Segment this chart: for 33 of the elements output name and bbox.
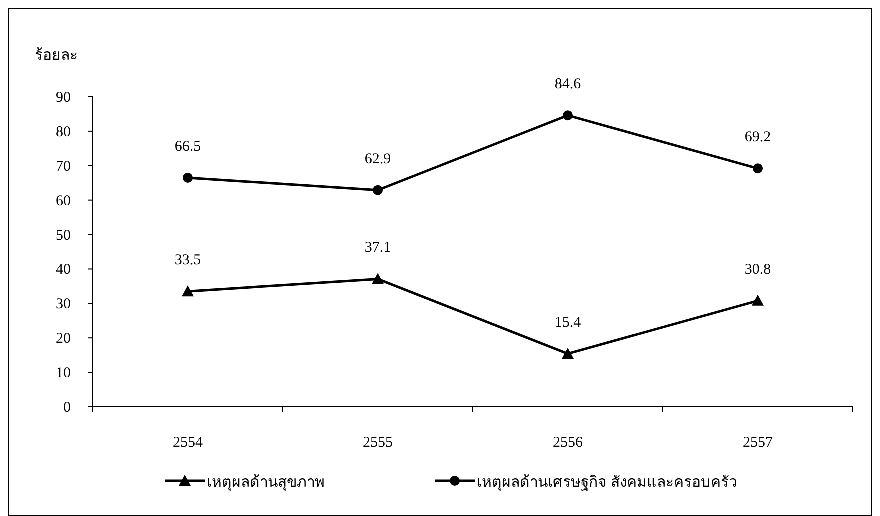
legend-label: เหตุผลด้านสุขภาพ (207, 474, 325, 492)
point (753, 164, 763, 174)
data-label: 84.6 (554, 76, 582, 93)
point (183, 172, 193, 183)
x-tick-label: 2556 (553, 435, 584, 451)
data-label: 15.4 (554, 314, 582, 331)
y-tick-label: 0 (64, 400, 71, 416)
y-tick-label: 20 (56, 331, 71, 348)
point (752, 294, 764, 306)
y-tick-label: 30 (56, 296, 71, 313)
y-tick-label: 70 (56, 158, 71, 175)
data-label: 69.2 (744, 130, 772, 146)
data-label: 30.8 (744, 262, 772, 278)
y-tick-label: 40 (56, 262, 71, 278)
point (182, 286, 194, 297)
data-label: 66.5 (174, 138, 202, 155)
point (563, 110, 573, 121)
y-tick-label: 10 (56, 366, 71, 382)
y-tick-label: 60 (56, 193, 71, 210)
x-tick-label: 2557 (743, 435, 774, 451)
y-tick-label: 80 (56, 124, 71, 140)
legend-label: เหตุผลด้านเศรษฐกิจ สังคมและครอบครัว (477, 474, 737, 492)
point (562, 348, 574, 359)
data-label: 33.5 (174, 252, 202, 269)
y-axis-title: ร้อยละ (35, 47, 78, 64)
x-tick-label: 2554 (173, 435, 204, 451)
y-tick-label: 50 (56, 228, 71, 244)
point (372, 273, 384, 284)
data-label: 37.1 (364, 240, 392, 256)
y-tick-label: 90 (56, 90, 71, 106)
point (373, 185, 383, 196)
x-tick-label: 2555 (363, 435, 393, 451)
data-label: 62.9 (364, 151, 392, 168)
